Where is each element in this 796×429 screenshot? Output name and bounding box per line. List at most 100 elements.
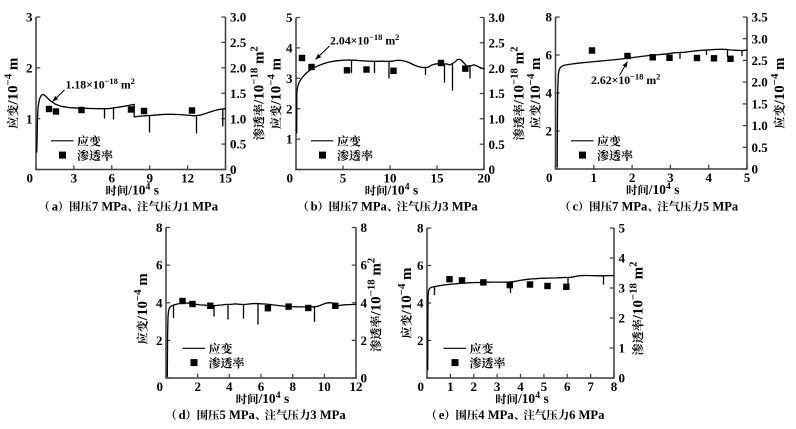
svg-text:/10: /10 xyxy=(135,301,151,321)
svg-text:2: 2 xyxy=(366,258,378,263)
svg-text:6 MPa: 6 MPa xyxy=(569,408,605,422)
svg-text:1: 1 xyxy=(619,341,626,356)
svg-text:4: 4 xyxy=(156,295,163,310)
svg-text:4: 4 xyxy=(535,390,540,401)
svg-text:2: 2 xyxy=(156,333,163,348)
svg-text:2: 2 xyxy=(619,311,626,326)
svg-text:m: m xyxy=(511,51,527,68)
svg-text:m: m xyxy=(399,267,415,284)
svg-text:12: 12 xyxy=(350,379,363,394)
svg-text:6: 6 xyxy=(417,258,424,273)
svg-text:5: 5 xyxy=(286,10,293,25)
svg-text:2: 2 xyxy=(417,333,424,348)
svg-text:4 MPa: 4 MPa xyxy=(478,408,514,422)
svg-text:0: 0 xyxy=(546,170,553,185)
svg-text:10: 10 xyxy=(318,379,331,394)
svg-text:/10: /10 xyxy=(5,85,21,105)
svg-text:6: 6 xyxy=(156,258,163,273)
svg-text:m: m xyxy=(5,57,21,74)
svg-text:5: 5 xyxy=(619,221,626,236)
svg-text:4: 4 xyxy=(286,41,293,56)
svg-text:/10: /10 xyxy=(630,300,646,320)
svg-text:3.5: 3.5 xyxy=(752,10,769,25)
svg-text:2: 2 xyxy=(249,46,261,51)
svg-text:2: 2 xyxy=(629,170,636,185)
svg-text:3.0: 3.0 xyxy=(489,10,505,25)
svg-text:1.5: 1.5 xyxy=(230,86,247,101)
svg-text:7 MPa: 7 MPa xyxy=(612,200,648,214)
svg-text:2: 2 xyxy=(131,76,135,86)
svg-text:7 MPa: 7 MPa xyxy=(352,200,388,214)
svg-text:4: 4 xyxy=(705,170,712,185)
svg-text:2: 2 xyxy=(509,46,521,51)
svg-text:0: 0 xyxy=(619,371,626,386)
svg-text:4: 4 xyxy=(417,296,424,311)
svg-text:0: 0 xyxy=(157,379,164,394)
svg-text:s: s xyxy=(281,391,290,406)
svg-text:3.0: 3.0 xyxy=(230,10,246,25)
svg-text:5: 5 xyxy=(340,171,347,186)
svg-text:3: 3 xyxy=(286,71,293,86)
svg-text:s: s xyxy=(540,391,549,406)
svg-text:3 MPa: 3 MPa xyxy=(442,200,478,214)
svg-text:20: 20 xyxy=(478,171,491,186)
svg-text:b: b xyxy=(311,200,318,214)
svg-text:2: 2 xyxy=(546,124,553,139)
svg-text:2: 2 xyxy=(628,261,640,266)
svg-text:3: 3 xyxy=(26,10,33,25)
svg-text:6: 6 xyxy=(361,258,368,273)
svg-text:4: 4 xyxy=(546,86,553,101)
svg-text:7: 7 xyxy=(587,379,594,394)
svg-text:2.62×10: 2.62×10 xyxy=(591,73,630,87)
svg-text:c: c xyxy=(573,200,579,214)
svg-text:8: 8 xyxy=(361,220,368,235)
svg-text:4: 4 xyxy=(226,379,233,394)
svg-text:s: s xyxy=(671,182,680,197)
svg-text:5 MPa: 5 MPa xyxy=(220,408,256,422)
svg-text:−18: −18 xyxy=(249,67,261,85)
svg-text:0: 0 xyxy=(27,170,34,185)
svg-text:4: 4 xyxy=(146,182,151,193)
svg-text:m: m xyxy=(772,57,788,74)
svg-text:2: 2 xyxy=(395,32,399,42)
svg-text:s: s xyxy=(150,183,159,198)
svg-text:12: 12 xyxy=(181,171,194,186)
svg-text:0.5: 0.5 xyxy=(489,137,506,152)
svg-text:/10: /10 xyxy=(399,295,415,315)
svg-text:0: 0 xyxy=(752,162,759,177)
svg-text:4: 4 xyxy=(517,379,524,394)
svg-text:0: 0 xyxy=(489,162,496,177)
svg-text:2.5: 2.5 xyxy=(230,35,247,50)
svg-text:2: 2 xyxy=(194,379,201,394)
svg-text:/10: /10 xyxy=(268,86,284,106)
svg-text:m: m xyxy=(251,51,267,68)
svg-text:15: 15 xyxy=(431,171,445,186)
svg-text:−18: −18 xyxy=(509,67,521,85)
svg-text:8: 8 xyxy=(289,379,296,394)
svg-text:8: 8 xyxy=(546,10,553,25)
svg-text:3: 3 xyxy=(619,281,626,296)
svg-text:2.0: 2.0 xyxy=(752,75,768,90)
svg-text:m: m xyxy=(268,57,284,74)
svg-text:0: 0 xyxy=(418,379,425,394)
svg-text:−4: −4 xyxy=(3,73,15,85)
svg-text:15: 15 xyxy=(219,171,233,186)
svg-text:6: 6 xyxy=(258,379,265,394)
svg-text:/10: /10 xyxy=(528,85,544,105)
svg-text:−18: −18 xyxy=(628,282,640,300)
svg-text:1: 1 xyxy=(26,111,33,126)
svg-text:/10: /10 xyxy=(772,85,788,105)
svg-text:1.0: 1.0 xyxy=(489,111,505,126)
svg-text:0.5: 0.5 xyxy=(752,140,769,155)
svg-text:−18: −18 xyxy=(369,32,382,42)
svg-text:8: 8 xyxy=(156,220,163,235)
svg-text:4: 4 xyxy=(666,181,671,192)
svg-text:6: 6 xyxy=(109,171,116,186)
svg-text:2: 2 xyxy=(26,60,33,75)
svg-text:1.5: 1.5 xyxy=(752,97,769,112)
svg-text:−4: −4 xyxy=(769,73,781,85)
svg-text:4: 4 xyxy=(619,251,626,266)
svg-text:−4: −4 xyxy=(266,74,278,86)
svg-text:/10: /10 xyxy=(517,391,535,406)
svg-text:2.0: 2.0 xyxy=(230,60,246,75)
